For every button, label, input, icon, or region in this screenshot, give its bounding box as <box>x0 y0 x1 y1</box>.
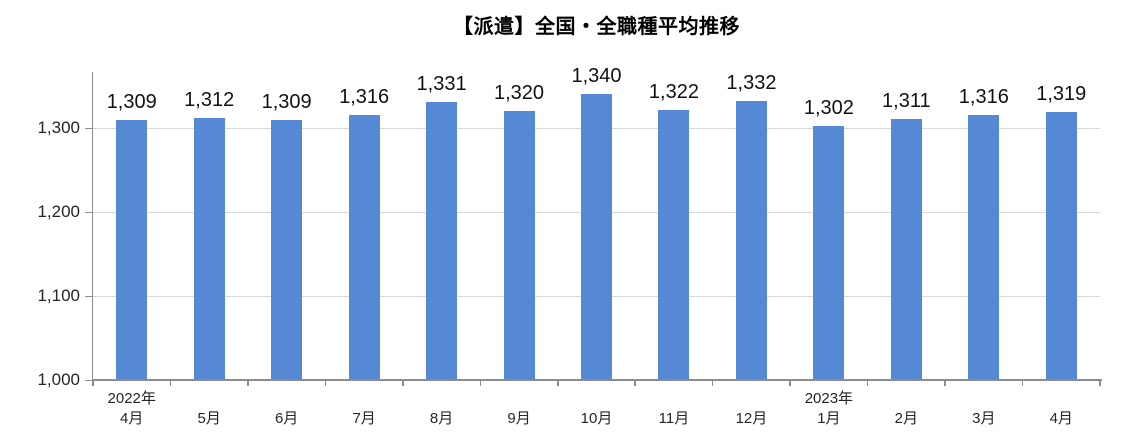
bar-value-label: 1,319 <box>1036 83 1087 106</box>
x-axis-tick-mark <box>866 380 869 386</box>
x-axis-tick-mark <box>711 380 714 386</box>
bar-3月-11 <box>968 114 1000 380</box>
y-axis-tick-mark <box>85 379 93 381</box>
bar-11月-7 <box>658 109 690 380</box>
y-axis-line <box>91 72 93 380</box>
bar-value-label: 1,320 <box>494 82 545 105</box>
x-axis-month-label: 4月 <box>1049 410 1073 427</box>
x-axis-tick-mark <box>1099 380 1101 386</box>
x-axis-month-label: 9月 <box>507 410 531 427</box>
bar-value-label: 1,309 <box>261 91 312 114</box>
x-axis-line <box>93 379 1102 381</box>
y-axis-tick-label: 1,100 <box>37 286 80 305</box>
x-axis-month-label: 6月 <box>274 410 299 427</box>
x-axis-tick-mark <box>789 380 791 386</box>
x-axis-tick-mark <box>247 380 249 386</box>
x-axis-month-label: 2月 <box>894 410 919 427</box>
bar-value-label: 1,316 <box>958 85 1009 108</box>
x-axis-tick-mark <box>169 380 172 386</box>
x-axis-tick-mark <box>557 380 559 386</box>
y-axis-tick-label: 1,300 <box>37 118 80 137</box>
x-axis-month-label: 11月 <box>658 410 690 427</box>
x-axis-year-label: 2022年 <box>107 390 156 407</box>
bar-7月-3 <box>348 114 380 380</box>
bar-2月-10 <box>890 118 922 380</box>
bar-value-label: 1,312 <box>184 88 235 111</box>
bar-5月-1 <box>193 117 225 380</box>
chart-title: 【派遣】全国・全職種平均推移 <box>453 16 740 38</box>
x-axis-month-label: 4月 <box>120 410 144 427</box>
x-axis-month-label: 3月 <box>972 410 996 427</box>
x-axis-tick-mark <box>1021 380 1024 386</box>
x-axis-year-label: 2023年 <box>804 390 854 407</box>
x-axis-month-label: 1月 <box>817 410 841 427</box>
bar-value-label: 1,309 <box>106 91 157 114</box>
bar-value-label: 1,302 <box>803 97 854 120</box>
bar-10月-6 <box>581 94 612 380</box>
x-axis-month-label: 12月 <box>735 410 768 427</box>
bar-value-label: 1,311 <box>882 89 931 112</box>
x-axis-month-label: 7月 <box>352 410 376 427</box>
x-axis-tick-mark <box>402 380 404 386</box>
bar-value-label: 1,316 <box>339 85 390 108</box>
bar-8月-4 <box>426 101 458 380</box>
x-axis-month-label: 10月 <box>580 410 613 427</box>
x-axis-tick-mark <box>634 380 636 386</box>
x-axis-tick-mark <box>944 380 946 386</box>
y-axis-tick-mark <box>85 127 93 129</box>
bar-value-label: 1,340 <box>571 65 622 88</box>
bar-value-label: 1,332 <box>726 72 777 95</box>
y-axis-tick-mark <box>85 295 93 297</box>
x-axis-month-label: 5月 <box>197 410 221 427</box>
bar-9月-5 <box>503 111 535 380</box>
y-axis-tick-label: 1,000 <box>37 370 80 389</box>
bar-4月-0 <box>116 120 148 380</box>
y-axis-tick-mark <box>85 211 93 213</box>
x-axis-tick-mark <box>479 380 482 386</box>
x-axis-tick-mark <box>324 380 327 386</box>
bar-6月-2 <box>271 120 303 380</box>
x-axis-month-label: 8月 <box>429 410 454 427</box>
bar-4月-12 <box>1045 112 1077 380</box>
x-axis-tick-mark <box>92 380 94 386</box>
y-axis-tick-label: 1,200 <box>37 202 80 221</box>
bar-value-label: 1,331 <box>416 72 467 95</box>
bar-12月-8 <box>735 101 767 380</box>
bar-1月-9 <box>813 126 845 380</box>
bar-value-label: 1,322 <box>648 80 699 103</box>
